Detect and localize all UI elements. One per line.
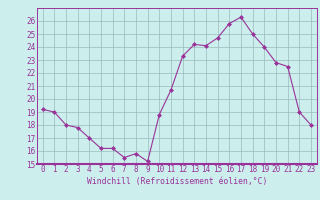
X-axis label: Windchill (Refroidissement éolien,°C): Windchill (Refroidissement éolien,°C) xyxy=(87,177,267,186)
